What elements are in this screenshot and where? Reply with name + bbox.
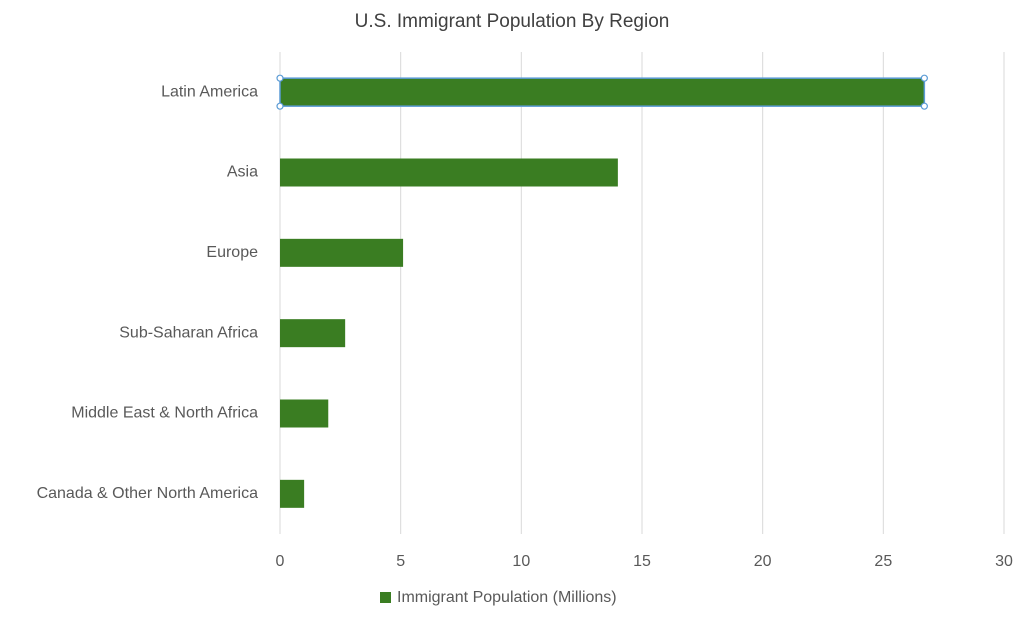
x-tick-label: 5 (396, 553, 405, 570)
legend-swatch (380, 592, 391, 603)
legend-label: Immigrant Population (Millions) (397, 589, 617, 606)
selection-handle (920, 102, 928, 110)
selection-handle (276, 102, 284, 110)
y-tick-label: Sub-Saharan Africa (119, 324, 258, 341)
selection-outline (279, 77, 926, 107)
bar (280, 479, 305, 508)
y-tick-label: Latin America (161, 83, 258, 100)
selection-handle (276, 74, 284, 82)
x-tick-label: 10 (512, 553, 530, 570)
x-tick-label: 30 (995, 553, 1013, 570)
y-tick-label: Asia (227, 164, 258, 181)
y-tick-label: Canada & Other North America (37, 485, 259, 502)
x-tick-label: 25 (874, 553, 892, 570)
x-tick-label: 15 (633, 553, 651, 570)
bar (280, 319, 346, 348)
bar (280, 158, 618, 187)
x-tick-label: 20 (754, 553, 772, 570)
y-tick-label: Middle East & North Africa (71, 405, 258, 422)
x-tick-label: 0 (276, 553, 285, 570)
bar (280, 78, 925, 107)
bar (280, 399, 329, 428)
chart-title: U.S. Immigrant Population By Region (355, 11, 670, 32)
bar (280, 238, 404, 267)
y-tick-label: Europe (206, 244, 258, 261)
selection-handle (920, 74, 928, 82)
